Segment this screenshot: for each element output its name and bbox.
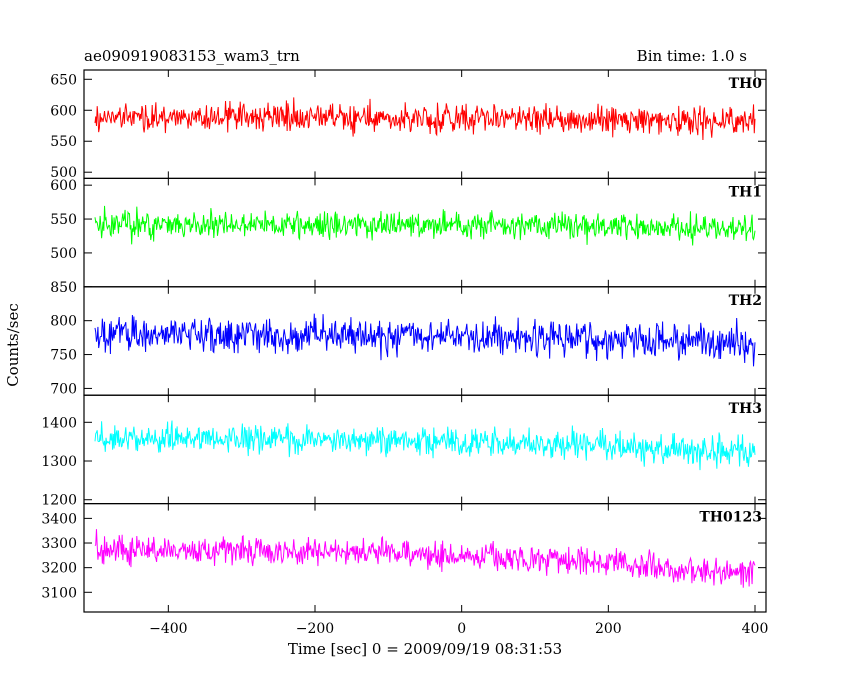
series-line-th2 (94, 313, 756, 367)
y-tick-label: 650 (50, 72, 77, 88)
y-tick-label: 700 (50, 381, 77, 397)
x-tick-label: −200 (296, 621, 334, 637)
y-tick-label: 1300 (41, 454, 77, 470)
panel-label: TH2 (729, 293, 762, 309)
panel-th0123: 3100 3200 3300 3400 TH0123 (41, 503, 767, 613)
y-tick-label: 500 (50, 246, 77, 262)
y-tick-label: 750 (50, 348, 77, 364)
y-tick-label: 3200 (41, 561, 77, 577)
x-tick-label: 400 (742, 621, 769, 637)
y-axis-label: Counts/sec (4, 303, 22, 387)
y-tick-label: 550 (50, 134, 77, 150)
panel-th0: 500 550 600 650 TH0 (50, 69, 767, 181)
panel-th3: 1200 1300 1400 TH3 (41, 394, 767, 509)
panel-label: TH3 (729, 401, 762, 417)
y-tick-label: 800 (50, 314, 77, 330)
series-line-th3 (94, 420, 756, 471)
panel-frame (83, 69, 767, 180)
panel-label: TH0123 (699, 510, 762, 526)
x-axis-label: Time [sec] 0 = 2009/09/19 08:31:53 (288, 640, 562, 658)
y-tick-label: 3400 (41, 511, 77, 527)
y-tick-label: 1200 (41, 493, 77, 509)
x-tick-label: 200 (595, 621, 622, 637)
panel-frame (83, 503, 767, 613)
x-tick-label: −400 (149, 621, 187, 637)
panel-frame (83, 394, 767, 505)
panel-th1: 500 550 600 TH1 (50, 177, 767, 288)
y-tick-label: 550 (50, 212, 77, 228)
panel-th2: 700 750 800 850 TH2 (50, 280, 767, 397)
y-tick-label: 600 (50, 178, 77, 194)
x-axis-ticks: −400 −200 0 200 400 (149, 621, 768, 637)
y-tick-label: 850 (50, 280, 77, 296)
series-line-th1 (94, 205, 756, 246)
series-line-th0 (94, 97, 756, 140)
panel-label: TH1 (729, 184, 762, 200)
x-tick-label: 0 (457, 621, 466, 637)
y-tick-label: 1400 (41, 415, 77, 431)
chart-title: ae090919083153_wam3_trn (84, 47, 300, 65)
y-tick-label: 500 (50, 165, 77, 181)
panels-group: 500 550 600 650 TH0 500 550 600 TH1 700 750 800 850 T… (41, 69, 767, 613)
y-tick-label: 3100 (41, 585, 77, 601)
panel-label: TH0 (729, 76, 763, 92)
series-line-th0123 (94, 529, 756, 588)
y-tick-label: 3300 (41, 536, 77, 552)
y-tick-label: 600 (50, 103, 77, 119)
bin-time-label: Bin time: 1.0 s (637, 47, 747, 65)
